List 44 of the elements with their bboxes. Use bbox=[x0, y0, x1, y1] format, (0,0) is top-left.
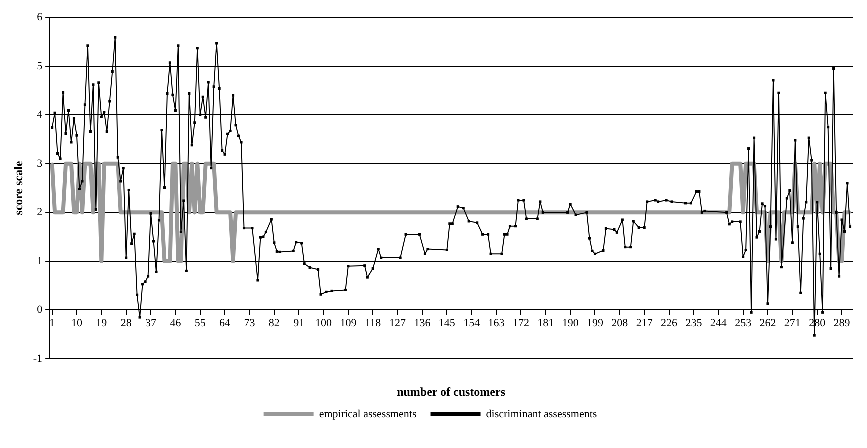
x-tick-label: 289 bbox=[834, 318, 851, 330]
x-tick-label: 37 bbox=[146, 318, 158, 330]
x-tick-label: 28 bbox=[120, 318, 132, 330]
y-axis-title: score scale bbox=[11, 160, 26, 216]
x-tick-label: 262 bbox=[760, 318, 776, 330]
x-tick-label: 181 bbox=[538, 318, 554, 330]
x-tick-label: 73 bbox=[244, 318, 256, 330]
x-tick-label: 235 bbox=[686, 318, 703, 330]
x-tick-label: 64 bbox=[220, 318, 232, 330]
x-tick-label: 190 bbox=[562, 318, 580, 330]
x-tick-label: 109 bbox=[340, 318, 358, 330]
x-tick-label: 208 bbox=[612, 318, 629, 330]
y-tick-label: 2 bbox=[37, 206, 43, 219]
x-tick-label: 46 bbox=[170, 318, 182, 330]
x-tick-label: 199 bbox=[586, 318, 604, 330]
x-tick-label: 19 bbox=[96, 318, 108, 330]
y-tick-label: 3 bbox=[37, 158, 44, 170]
x-tick-label: 253 bbox=[735, 318, 752, 330]
x-tick-label: 55 bbox=[194, 318, 206, 330]
x-tick-label: 172 bbox=[512, 318, 530, 330]
y-tick-label: 6 bbox=[37, 11, 44, 24]
y-tick-label: 4 bbox=[37, 109, 44, 122]
x-tick-label: 100 bbox=[316, 318, 333, 330]
y-tick-label: 5 bbox=[37, 60, 44, 72]
x-tick-label: 217 bbox=[636, 318, 654, 330]
legend-label: discriminant assessments bbox=[486, 408, 598, 420]
x-tick-label: 1 bbox=[50, 318, 56, 330]
x-tick-label: 226 bbox=[661, 318, 678, 330]
x-tick-label: 271 bbox=[784, 318, 801, 330]
legend-label: empirical assessments bbox=[319, 408, 417, 420]
x-tick-label: 244 bbox=[710, 318, 728, 330]
x-tick-label: 163 bbox=[488, 318, 506, 330]
x-tick-label: 145 bbox=[438, 318, 456, 330]
x-tick-label: 154 bbox=[464, 318, 481, 330]
x-tick-label: 127 bbox=[390, 318, 407, 330]
x-tick-label: 91 bbox=[294, 318, 305, 330]
y-tick-label: -1 bbox=[33, 352, 43, 365]
x-axis-title: number of customers bbox=[397, 385, 506, 400]
x-tick-label: 82 bbox=[268, 318, 280, 330]
y-tick-label: 1 bbox=[37, 255, 43, 268]
y-tick-label: 0 bbox=[37, 304, 44, 316]
x-tick-label: 118 bbox=[365, 318, 382, 330]
x-tick-label: 136 bbox=[414, 318, 432, 330]
x-tick-label: 10 bbox=[71, 318, 83, 330]
